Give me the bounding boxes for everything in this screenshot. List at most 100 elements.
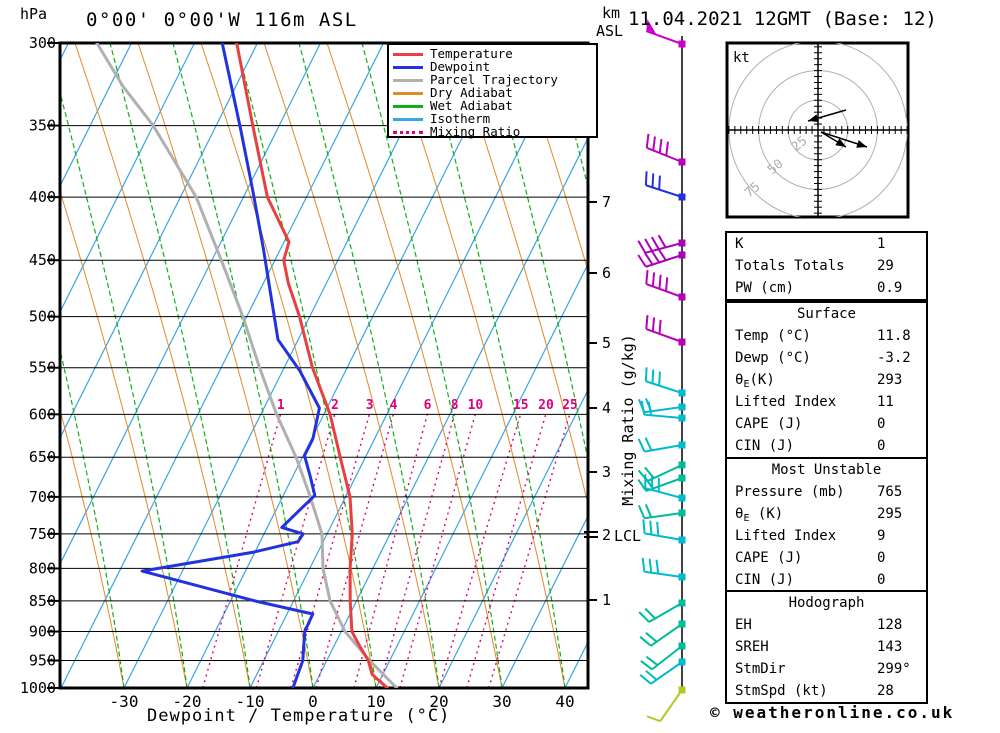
hodograph-unit-label: kt	[733, 50, 750, 66]
table-row: CIN (J) 0	[727, 435, 926, 457]
wind-barb	[637, 398, 686, 414]
hodograph-arrowhead	[835, 138, 846, 147]
wind-barb	[637, 234, 686, 254]
temperature-tick-label: -30	[110, 692, 139, 711]
pressure-tick-label: 850	[29, 592, 56, 610]
legend: Temperature Dewpoint Parcel Trajectory Dry …	[387, 43, 598, 138]
legend-item-label: Wet Adiabat	[430, 98, 513, 113]
wind-barb	[637, 504, 686, 520]
km-tick-label: 2	[602, 526, 611, 544]
row-label: Lifted Index	[735, 394, 837, 410]
row-value: -3.2	[877, 350, 911, 366]
legend-line-sample	[393, 118, 423, 121]
pressure-tick-label: 800	[29, 559, 56, 577]
pressure-tick-label: 600	[29, 405, 56, 423]
temperature-curve	[235, 43, 389, 688]
row-value: 0	[877, 438, 886, 454]
parcel-trajectory-curve	[95, 43, 399, 688]
mixing-ratio-label: 2	[331, 398, 339, 413]
info-table-most-unstable: Most Unstable Pressure (mb) 765 θE (K) 295 Li…	[725, 457, 928, 593]
mixing-ratio-label: 25	[562, 398, 578, 413]
row-label: θE (K)	[735, 506, 784, 524]
table-title: Most Unstable	[771, 462, 882, 478]
hodograph-arrowhead	[808, 114, 819, 123]
table-row: θE(K) 293	[727, 369, 926, 391]
mixing-ratio-labels: 1 2 3 4 6 8 10 15 20 25	[277, 398, 578, 413]
km-tick-label: 3	[602, 463, 611, 481]
table-row: CAPE (J) 0	[727, 413, 926, 435]
pressure-tick-label: 650	[29, 448, 56, 466]
km-tick-label: 4	[602, 399, 611, 417]
legend-line-sample	[393, 92, 423, 95]
km-tick-label: 5	[602, 334, 611, 352]
legend-item-label: Dry Adiabat	[430, 85, 513, 100]
table-row: CAPE (J) 0	[727, 547, 926, 569]
legend-line-sample	[393, 66, 423, 69]
wind-barb	[645, 314, 686, 346]
dewpoint-curve	[140, 43, 321, 688]
mixing-ratio-axis-title: Mixing Ratio (g/kg)	[619, 334, 637, 506]
temperature-tick-label: 30	[492, 692, 511, 711]
wind-barb	[639, 658, 686, 685]
row-value: 0	[877, 550, 886, 566]
pressure-tick-label: 500	[29, 308, 56, 326]
table-row: Dewp (°C) -3.2	[727, 347, 926, 369]
pressure-tick-label: 750	[29, 525, 56, 543]
row-value: 128	[877, 617, 903, 633]
legend-item-label: Parcel Trajectory	[430, 72, 558, 87]
table-row: StmDir 299°	[727, 658, 926, 680]
plot-frame	[58, 41, 590, 690]
row-label: EH	[735, 617, 752, 633]
pressure-tick-label: 1000	[20, 679, 56, 697]
legend-line-sample	[393, 53, 423, 56]
row-label: SREH	[735, 639, 769, 655]
mixing-ratio-label: 4	[390, 398, 398, 413]
table-row: CIN (J) 0	[727, 569, 926, 591]
pressure-unit-label: hPa	[20, 5, 48, 23]
pressure-tick-label: 350	[29, 117, 56, 135]
wind-barb	[640, 400, 686, 422]
row-label: Dewp (°C)	[735, 350, 811, 366]
legend-item-label: Mixing Ratio	[430, 124, 521, 139]
wind-barb	[637, 247, 686, 268]
row-value: 11	[877, 394, 894, 410]
row-value: 143	[877, 639, 903, 655]
legend-item: Dry Adiabat	[393, 86, 596, 99]
wind-barb	[645, 269, 686, 301]
row-value: 29	[877, 258, 894, 274]
legend-item: Mixing Ratio	[393, 125, 596, 138]
km-axis: 7 6 5 4 3 2 LCL 1	[584, 129, 641, 609]
pressure-tick-label: 900	[29, 623, 56, 641]
wind-barb	[644, 474, 686, 502]
legend-item: Dewpoint	[393, 60, 596, 73]
lcl-label: LCL	[614, 527, 641, 545]
mixing-ratio-label: 20	[538, 398, 554, 413]
row-label: θE(K)	[735, 372, 775, 390]
pressure-tick-label: 950	[29, 651, 56, 669]
legend-item-label: Isotherm	[430, 111, 491, 126]
mixing-ratio-label: 6	[424, 398, 432, 413]
row-label: CAPE (J)	[735, 416, 803, 432]
wind-barb	[641, 557, 686, 581]
row-label: K	[735, 236, 744, 252]
legend-item-label: Dewpoint	[430, 59, 491, 74]
row-value: 295	[877, 506, 903, 522]
legend-line-sample	[393, 79, 423, 82]
copyright-text: © weatheronline.co.uk	[710, 703, 955, 722]
info-table-hodograph: Hodograph EH 128 SREH 143 StmDir 299° StmSpd (k…	[725, 590, 928, 704]
table-row: Pressure (mb) 765	[727, 481, 926, 503]
row-label: Lifted Index	[735, 528, 837, 544]
pressure-axis: 300 350 400 450 500 550 600 650 700 750 800 850 900 9…	[20, 34, 59, 697]
wind-barb	[644, 171, 686, 201]
mixing-ratio-label: 1	[277, 398, 285, 413]
row-label: PW (cm)	[735, 280, 795, 296]
wind-barb	[640, 642, 686, 671]
wind-barb	[637, 437, 686, 453]
wind-barb	[645, 19, 686, 48]
temperature-tick-label: -20	[173, 692, 202, 711]
wind-barb	[645, 133, 686, 166]
